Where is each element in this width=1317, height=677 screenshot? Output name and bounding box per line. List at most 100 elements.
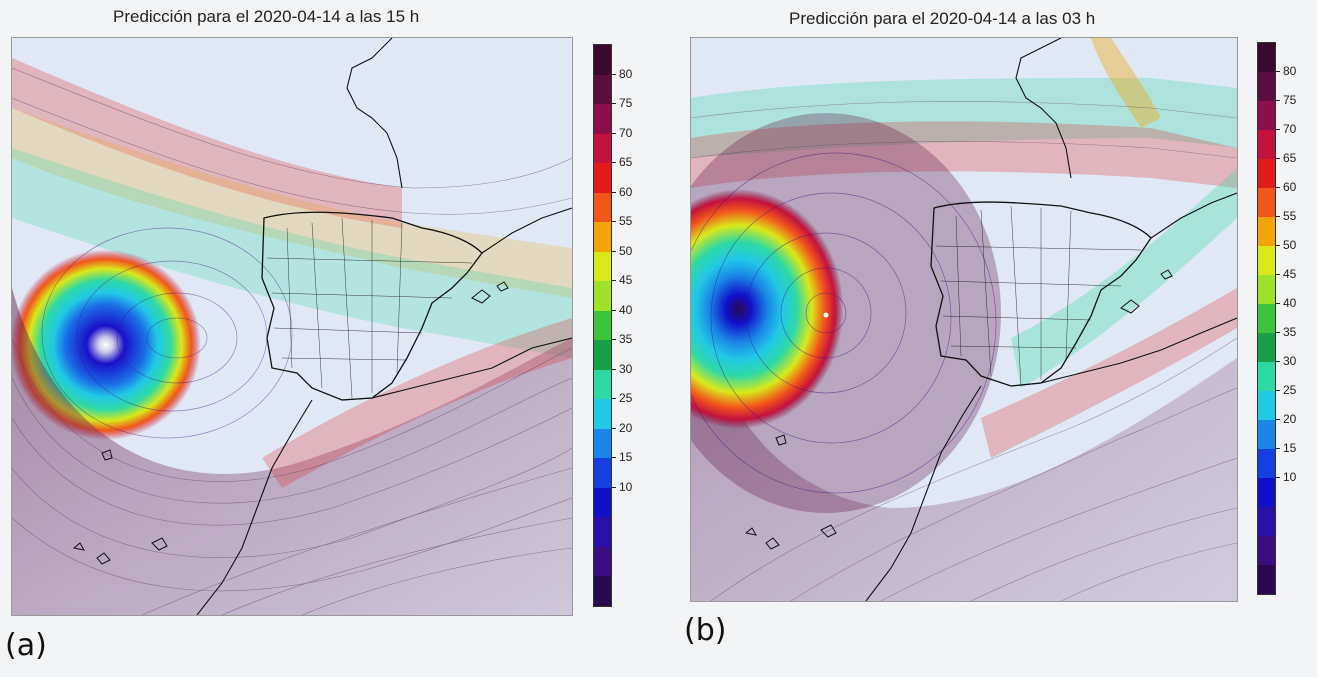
colorbar-segment	[594, 163, 611, 194]
colorbar-tick-mark	[612, 280, 616, 282]
colorbar-tick-mark	[1276, 216, 1280, 217]
colorbar-segment	[594, 310, 611, 342]
colorbar-tick-mark	[612, 103, 616, 105]
colorbar-tick-mark	[1276, 419, 1280, 420]
panel-b-map	[690, 37, 1238, 602]
colorbar-segment	[1258, 449, 1275, 479]
colorbar-tick-mark	[1276, 100, 1280, 101]
panel-a-title: Predicción para el 2020-04-14 a las 15 h	[113, 7, 420, 26]
colorbar-segment	[594, 281, 611, 312]
colorbar-tick-label: 20	[1283, 412, 1297, 426]
colorbar-tick-label: 50	[1283, 238, 1297, 252]
colorbar-tick-mark	[1276, 71, 1280, 72]
panel-b-colorbar	[1257, 42, 1276, 595]
colorbar-tick-mark	[1276, 361, 1280, 362]
colorbar-segment	[594, 251, 611, 283]
colorbar-segment	[1258, 43, 1275, 73]
colorbar-tick-mark	[1276, 332, 1280, 333]
colorbar-tick-mark	[612, 486, 616, 488]
colorbar-tick-mark	[612, 339, 616, 341]
colorbar-tick-label: 65	[1283, 151, 1297, 165]
colorbar-tick-label: 45	[619, 273, 633, 288]
colorbar-tick-mark	[612, 221, 616, 223]
colorbar-tick-mark	[612, 191, 616, 193]
colorbar-tick-mark	[1276, 448, 1280, 449]
colorbar-tick-mark	[1276, 274, 1280, 275]
colorbar-tick-label: 80	[619, 66, 633, 81]
colorbar-tick-label: 55	[1283, 209, 1297, 223]
colorbar-tick-label: 60	[619, 184, 633, 199]
colorbar-tick-label: 20	[619, 420, 633, 435]
colorbar-tick-mark	[612, 427, 616, 429]
colorbar-tick-mark	[1276, 187, 1280, 188]
colorbar-tick-label: 35	[1283, 325, 1297, 339]
colorbar-segment	[1258, 536, 1275, 566]
colorbar-segment	[1258, 159, 1275, 189]
colorbar-segment	[594, 487, 611, 519]
colorbar-tick-label: 25	[619, 391, 633, 406]
panel-b-label: (b)	[684, 613, 727, 648]
colorbar-segment	[594, 546, 611, 578]
colorbar-tick-mark	[612, 73, 616, 75]
colorbar-segment	[1258, 565, 1275, 594]
colorbar-tick-label: 10	[1283, 470, 1297, 484]
colorbar-segment	[1258, 246, 1275, 276]
colorbar-tick-mark	[612, 368, 616, 370]
colorbar-segment	[594, 222, 611, 253]
colorbar-segment	[1258, 420, 1275, 450]
colorbar-segment	[1258, 333, 1275, 363]
colorbar-tick-label: 25	[1283, 383, 1297, 397]
colorbar-tick-mark	[612, 309, 616, 311]
colorbar-segment	[1258, 72, 1275, 102]
panel-a-colorbar	[593, 44, 612, 607]
colorbar-tick-mark	[1276, 477, 1280, 478]
colorbar-tick-mark	[1276, 303, 1280, 304]
colorbar-segment	[594, 428, 611, 460]
colorbar-tick-label: 80	[1283, 64, 1297, 78]
colorbar-tick-mark	[612, 457, 616, 459]
colorbar-tick-label: 10	[619, 479, 633, 494]
colorbar-tick-label: 40	[619, 302, 633, 317]
colorbar-tick-label: 65	[619, 155, 633, 170]
colorbar-tick-mark	[1276, 158, 1280, 159]
panel-a-label: (a)	[5, 628, 47, 663]
colorbar-tick-label: 70	[619, 125, 633, 140]
colorbar-segment	[1258, 507, 1275, 537]
colorbar-tick-label: 30	[1283, 354, 1297, 368]
colorbar-tick-label: 40	[1283, 296, 1297, 310]
colorbar-tick-label: 30	[619, 361, 633, 376]
colorbar-segment	[1258, 130, 1275, 160]
colorbar-tick-mark	[612, 162, 616, 164]
colorbar-tick-label: 50	[619, 243, 633, 258]
colorbar-tick-label: 70	[1283, 122, 1297, 136]
colorbar-tick-label: 45	[1283, 267, 1297, 281]
colorbar-segment	[594, 74, 611, 106]
colorbar-segment	[1258, 391, 1275, 421]
colorbar-segment	[1258, 217, 1275, 247]
colorbar-segment	[594, 340, 611, 371]
colorbar-segment	[594, 369, 611, 401]
colorbar-segment	[594, 192, 611, 224]
colorbar-segment	[1258, 478, 1275, 508]
colorbar-tick-label: 75	[619, 96, 633, 111]
colorbar-tick-label: 15	[1283, 441, 1297, 455]
colorbar-tick-mark	[1276, 390, 1280, 391]
colorbar-segment	[594, 104, 611, 135]
colorbar-segment	[594, 517, 611, 548]
colorbar-segment	[1258, 101, 1275, 131]
colorbar-segment	[1258, 362, 1275, 392]
colorbar-tick-mark	[612, 250, 616, 252]
colorbar-segment	[1258, 275, 1275, 305]
colorbar-tick-label: 60	[1283, 180, 1297, 194]
colorbar-tick-mark	[1276, 245, 1280, 246]
colorbar-tick-mark	[1276, 129, 1280, 130]
colorbar-tick-mark	[612, 132, 616, 134]
colorbar-tick-label: 55	[619, 214, 633, 229]
colorbar-tick-label: 15	[619, 450, 633, 465]
colorbar-segment	[1258, 188, 1275, 218]
colorbar-segment	[594, 45, 611, 76]
colorbar-segment	[594, 399, 611, 430]
panel-a-map	[11, 37, 573, 616]
colorbar-segment	[1258, 304, 1275, 334]
panel-b-title: Predicción para el 2020-04-14 a las 03 h	[789, 9, 1096, 28]
